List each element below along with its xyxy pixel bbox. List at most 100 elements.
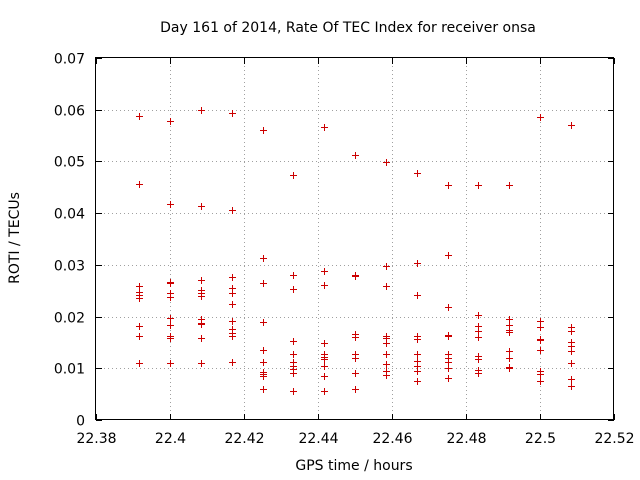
x-tick-label: 22.48 bbox=[446, 431, 486, 447]
data-point bbox=[445, 375, 452, 382]
data-point bbox=[290, 172, 297, 179]
y-tick-label: 0.03 bbox=[54, 259, 85, 275]
data-point bbox=[290, 286, 297, 293]
data-point bbox=[475, 334, 482, 341]
data-point bbox=[506, 182, 513, 189]
data-point bbox=[414, 351, 421, 358]
data-point bbox=[321, 340, 328, 347]
data-point bbox=[475, 312, 482, 319]
data-point bbox=[352, 370, 359, 377]
y-tick-label: 0.04 bbox=[54, 207, 85, 223]
data-point bbox=[167, 201, 174, 208]
data-point bbox=[537, 324, 544, 331]
data-point bbox=[506, 316, 513, 323]
x-tick-label: 22.44 bbox=[298, 431, 338, 447]
data-point bbox=[506, 355, 513, 362]
data-point bbox=[414, 368, 421, 375]
x-tick-label: 22.46 bbox=[372, 431, 412, 447]
data-point bbox=[260, 127, 267, 134]
data-point bbox=[260, 280, 267, 287]
data-point bbox=[414, 292, 421, 299]
plot-frame bbox=[95, 57, 614, 420]
data-point bbox=[198, 277, 205, 284]
data-point bbox=[260, 386, 267, 393]
data-point bbox=[136, 181, 143, 188]
data-point bbox=[198, 293, 205, 300]
data-point bbox=[260, 373, 267, 380]
data-point bbox=[290, 370, 297, 377]
data-point bbox=[198, 360, 205, 367]
data-point bbox=[136, 333, 143, 340]
data-point bbox=[290, 338, 297, 345]
data-point bbox=[321, 124, 328, 131]
y-tick-label: 0.02 bbox=[54, 311, 85, 327]
data-point bbox=[229, 318, 236, 325]
data-point bbox=[198, 321, 205, 328]
data-point bbox=[475, 370, 482, 377]
x-tick-label: 22.38 bbox=[76, 431, 116, 447]
data-point bbox=[321, 282, 328, 289]
data-point bbox=[167, 280, 174, 287]
data-point bbox=[229, 110, 236, 117]
data-point bbox=[383, 283, 390, 290]
data-point bbox=[414, 336, 421, 343]
data-point bbox=[568, 360, 575, 367]
data-point bbox=[229, 290, 236, 297]
data-point bbox=[229, 359, 236, 366]
y-tick-label: 0.06 bbox=[54, 104, 85, 120]
data-point bbox=[506, 329, 513, 336]
data-point bbox=[290, 272, 297, 279]
data-point bbox=[475, 182, 482, 189]
data-point bbox=[321, 268, 328, 275]
data-point bbox=[321, 388, 328, 395]
y-tick-label: 0.07 bbox=[54, 52, 85, 68]
data-point bbox=[537, 318, 544, 325]
data-point bbox=[352, 152, 359, 159]
data-point bbox=[229, 274, 236, 281]
data-point bbox=[506, 348, 513, 355]
data-point bbox=[414, 260, 421, 267]
y-tick-label: 0 bbox=[76, 414, 85, 430]
x-tick-label: 22.42 bbox=[224, 431, 264, 447]
data-point bbox=[136, 295, 143, 302]
data-point bbox=[414, 378, 421, 385]
data-point bbox=[321, 356, 328, 363]
data-point bbox=[290, 351, 297, 358]
data-point bbox=[568, 348, 575, 355]
data-point bbox=[321, 363, 328, 370]
axis-ticks bbox=[96, 58, 615, 421]
data-point bbox=[167, 322, 174, 329]
data-point bbox=[568, 328, 575, 335]
data-point bbox=[136, 113, 143, 120]
data-point bbox=[568, 122, 575, 129]
data-point bbox=[352, 273, 359, 280]
data-point bbox=[229, 333, 236, 340]
data-point bbox=[475, 356, 482, 363]
data-point bbox=[506, 365, 513, 372]
data-point bbox=[229, 301, 236, 308]
data-point bbox=[167, 118, 174, 125]
chart-title: Day 161 of 2014, Rate Of TEC Index for r… bbox=[160, 20, 536, 36]
data-points bbox=[136, 107, 575, 395]
data-point bbox=[167, 360, 174, 367]
data-point bbox=[568, 383, 575, 390]
data-point bbox=[537, 371, 544, 378]
data-point bbox=[383, 263, 390, 270]
x-tick-label: 22.5 bbox=[525, 431, 556, 447]
y-axis-title: ROTI / TECUs bbox=[7, 192, 23, 284]
data-point bbox=[229, 207, 236, 214]
data-point bbox=[352, 355, 359, 362]
data-point bbox=[198, 203, 205, 210]
data-point bbox=[198, 107, 205, 114]
data-point bbox=[383, 361, 390, 368]
data-point bbox=[537, 114, 544, 121]
data-point bbox=[352, 334, 359, 341]
data-point bbox=[445, 304, 452, 311]
data-point bbox=[167, 294, 174, 301]
data-point bbox=[198, 335, 205, 342]
data-point bbox=[445, 359, 452, 366]
data-point bbox=[167, 315, 174, 322]
x-tick-label: 22.4 bbox=[155, 431, 186, 447]
